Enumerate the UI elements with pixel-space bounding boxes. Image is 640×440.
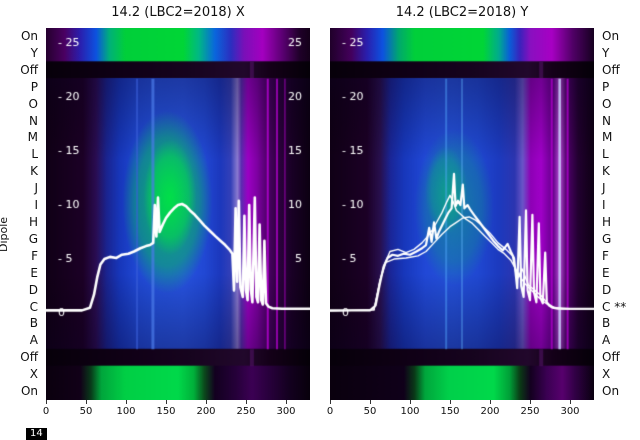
row-label-left-1: Y [30,45,38,60]
x-tick-mark [46,400,47,404]
x-tick-label: 200 [480,406,500,417]
row-label-right-20: X [602,367,611,382]
row-label-right-6: M [602,130,613,145]
x-tick-label: 150 [156,406,176,417]
row-label-right-18: A [602,333,611,348]
x-tick-label: 50 [363,406,377,417]
row-label-left-19: Off [20,350,38,365]
row-label-right-10: I [602,198,606,213]
row-label-left-4: O [28,96,38,111]
row-label-right-4: O [602,96,612,111]
x-tick-mark [410,400,411,404]
x-tick-mark [126,400,127,404]
x-tick-mark [166,400,167,404]
x-tick-mark [370,400,371,404]
x-tick-mark [86,400,87,404]
x-tick-mark [206,400,207,404]
row-label-right-1: Y [602,45,610,60]
row-label-left-12: G [28,231,38,246]
row-label-left-14: E [30,265,38,280]
plot-title-y: 14.2 (LBC2=2018) Y [395,5,529,20]
x-tick-label: 0 [42,406,50,417]
x-tick-mark [530,400,531,404]
row-label-right-0: On [602,29,620,43]
x-tick-mark [570,400,571,404]
row-label-left-21: On [20,384,38,399]
row-label-left-10: I [34,198,38,213]
row-label-left-17: B [29,316,38,331]
row-label-right-8: K [602,164,610,179]
x-tick-label: 300 [560,406,580,417]
row-label-left-5: N [29,113,38,128]
row-label-right-16: C ** [602,299,627,314]
row-label-right-14: E [602,265,610,280]
x-tick-mark [286,400,287,404]
row-label-left-9: J [34,181,38,196]
heatmap-plot-y [330,28,594,400]
row-label-left-20: X [29,367,38,382]
row-label-left-11: H [28,215,38,229]
row-label-right-19: Off [602,350,620,365]
row-label-left-0: On [20,29,38,43]
heatmap-plot-x [46,28,310,400]
right-row-labels: On Y Off P O N M L K J I H G F E D C ** B A Off X On [602,28,640,400]
x-tick-label: 50 [79,406,93,417]
row-label-right-11: H [602,215,612,229]
left-row-labels: On Y Off P O N M L K J I H G F E D C B A Off X On [0,28,38,400]
x-tick-label: 100 [400,406,420,417]
row-label-right-21: On [602,384,620,399]
row-label-left-3: P [30,79,38,94]
plot-title-x: 14.2 (LBC2=2018) X [111,5,245,20]
x-tick-label: 300 [276,406,296,417]
x-tick-label: 0 [326,406,334,417]
row-label-left-6: M [27,130,38,145]
row-label-right-12: G [602,231,612,246]
x-tick-label: 150 [440,406,460,417]
x-tick-label: 200 [196,406,216,417]
row-label-left-8: K [30,164,38,179]
row-label-left-13: F [31,248,38,263]
row-label-right-5: N [602,113,611,128]
row-label-right-15: D [602,282,612,297]
row-label-left-15: D [28,282,38,297]
row-label-right-9: J [602,181,606,196]
row-label-left-18: A [29,333,38,348]
row-label-right-3: P [602,79,610,94]
x-tick-label: 100 [116,406,136,417]
x-tick-mark [330,400,331,404]
row-label-right-2: Off [602,62,620,77]
row-label-left-16: C [29,299,38,314]
corner-badge: 14 [26,428,47,440]
x-tick-label: 250 [520,406,540,417]
row-label-right-13: F [602,248,609,263]
row-label-left-7: L [31,147,38,162]
x-tick-mark [490,400,491,404]
x-tick-mark [246,400,247,404]
x-tick-mark [450,400,451,404]
row-label-right-17: B [602,316,611,331]
x-tick-label: 250 [236,406,256,417]
row-label-left-2: Off [20,62,38,77]
row-label-right-7: L [602,147,609,162]
